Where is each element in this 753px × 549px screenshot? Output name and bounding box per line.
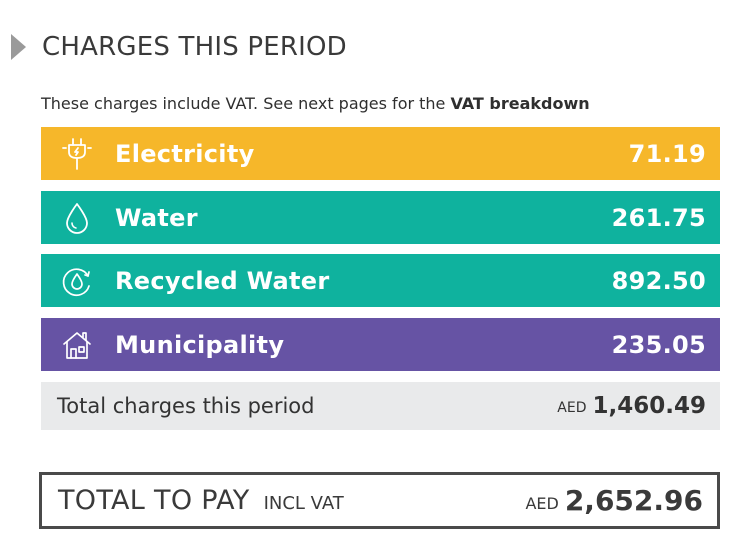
charge-row-electricity: Electricity 71.19 [41, 127, 720, 180]
charge-row-recycled-water: Recycled Water 892.50 [41, 254, 720, 307]
charge-label: Electricity [115, 139, 255, 168]
charge-label: Recycled Water [115, 266, 330, 295]
charge-label: Water [115, 203, 198, 232]
house-icon [59, 327, 95, 363]
electric-plug-icon [59, 136, 95, 172]
total-to-pay-label: TOTAL TO PAY [58, 485, 250, 516]
vat-note-text: These charges include VAT. See next page… [41, 94, 451, 113]
charge-amount: 892.50 [611, 266, 706, 295]
charge-label: Municipality [115, 330, 285, 359]
charge-amount: 71.19 [628, 139, 706, 168]
vat-note: These charges include VAT. See next page… [41, 94, 590, 113]
vat-breakdown-link-text: VAT breakdown [450, 94, 590, 113]
total-charges-amount: 1,460.49 [592, 393, 707, 419]
water-drop-icon [59, 200, 95, 236]
charge-amount: 235.05 [611, 330, 706, 359]
triangle-right-icon [11, 34, 26, 60]
charge-row-municipality: Municipality 235.05 [41, 318, 720, 371]
total-charges-label: Total charges this period [57, 394, 315, 418]
charge-row-water: Water 261.75 [41, 191, 720, 244]
section-title: CHARGES THIS PERIOD [42, 32, 347, 62]
charge-amount: 261.75 [611, 203, 706, 232]
incl-vat-note: INCL VAT [263, 493, 344, 514]
total-charges-row: Total charges this period AED 1,460.49 [41, 382, 720, 430]
recycled-water-icon [59, 263, 95, 299]
section-header: CHARGES THIS PERIOD [11, 30, 347, 64]
total-to-pay-currency: AED [525, 494, 559, 513]
total-to-pay-box: TOTAL TO PAY INCL VAT AED 2,652.96 [39, 472, 720, 529]
total-to-pay-amount: 2,652.96 [564, 484, 703, 517]
total-charges-currency: AED [557, 400, 587, 416]
